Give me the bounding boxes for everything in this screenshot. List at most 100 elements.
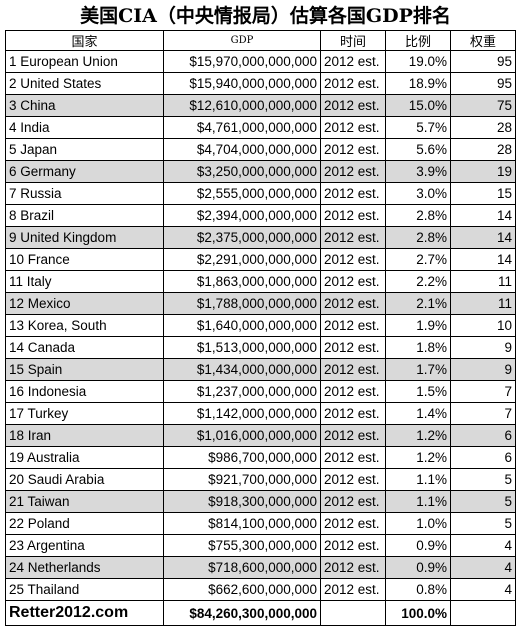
page-title: 美国CIA（中央情报局）估算各国GDP排名 <box>80 5 451 27</box>
cell-ratio: 5.7% <box>385 116 451 139</box>
table-row: 6 Germany $3,250,000,000,000 2012 est. 3.9%… <box>5 160 516 183</box>
cell-gdp: $2,291,000,000,000 <box>163 248 321 271</box>
cell-time: 2012 est. <box>320 204 386 227</box>
cell-gdp: $1,434,000,000,000 <box>163 358 321 381</box>
cell-weight: 14 <box>450 226 516 249</box>
cell-gdp: $15,940,000,000,000 <box>163 72 321 95</box>
gdp-ranking-table: 国家 GDP 时间 比例 权重 1 European Union $15,970,… <box>5 30 516 626</box>
cell-country: 15 Spain <box>5 358 164 381</box>
cell-time: 2012 est. <box>320 490 386 513</box>
cell-weight: 5 <box>450 512 516 535</box>
cell-country: 22 Poland <box>5 512 164 535</box>
table-row: 17 Turkey $1,142,000,000,000 2012 est. 1.4%… <box>5 402 516 425</box>
cell-ratio: 1.1% <box>385 468 451 491</box>
cell-weight: 5 <box>450 468 516 491</box>
table-row: 13 Korea, South $1,640,000,000,000 2012 es… <box>5 314 516 337</box>
cell-gdp: $4,761,000,000,000 <box>163 116 321 139</box>
cell-weight: 4 <box>450 578 516 601</box>
cell-country: 17 Turkey <box>5 402 164 425</box>
table-row: 25 Thailand $662,600,000,000 2012 est. 0.8%… <box>5 578 516 601</box>
cell-weight: 28 <box>450 116 516 139</box>
cell-weight: 9 <box>450 358 516 381</box>
table-row: 21 Taiwan $918,300,000,000 2012 est. 1.1% 5 <box>5 490 516 513</box>
cell-ratio: 1.7% <box>385 358 451 381</box>
cell-time: 2012 est. <box>320 50 386 73</box>
cell-time: 2012 est. <box>320 578 386 601</box>
table-row: 9 United Kingdom $2,375,000,000,000 2012 e… <box>5 226 516 249</box>
header-country: 国家 <box>5 30 164 51</box>
table-row: 12 Mexico $1,788,000,000,000 2012 est. 2.1%… <box>5 292 516 315</box>
cell-country: 14 Canada <box>5 336 164 359</box>
cell-ratio: 2.8% <box>385 204 451 227</box>
cell-weight: 15 <box>450 182 516 205</box>
cell-country: 11 Italy <box>5 270 164 293</box>
cell-ratio: 1.5% <box>385 380 451 403</box>
footer-empty-cell <box>450 600 516 626</box>
cell-ratio: 2.2% <box>385 270 451 293</box>
cell-country: 2 United States <box>5 72 164 95</box>
cell-ratio: 1.4% <box>385 402 451 425</box>
cell-time: 2012 est. <box>320 292 386 315</box>
cell-weight: 95 <box>450 50 516 73</box>
cell-ratio: 18.9% <box>385 72 451 95</box>
table-row: 11 Italy $1,863,000,000,000 2012 est. 2.2% 1… <box>5 270 516 293</box>
cell-country: 7 Russia <box>5 182 164 205</box>
cell-gdp: $15,970,000,000,000 <box>163 50 321 73</box>
header-weight: 权重 <box>450 30 516 51</box>
table-row: 8 Brazil $2,394,000,000,000 2012 est. 2.8% 1… <box>5 204 516 227</box>
cell-gdp: $1,513,000,000,000 <box>163 336 321 359</box>
cell-weight: 11 <box>450 292 516 315</box>
cell-weight: 75 <box>450 94 516 117</box>
cell-weight: 4 <box>450 556 516 579</box>
table-body: 1 European Union $15,970,000,000,000 2012 … <box>5 50 516 601</box>
cell-country: 18 Iran <box>5 424 164 447</box>
cell-country: 3 China <box>5 94 164 117</box>
header-time: 时间 <box>320 30 386 51</box>
table-row: 18 Iran $1,016,000,000,000 2012 est. 1.2% 6 <box>5 424 516 447</box>
cell-time: 2012 est. <box>320 182 386 205</box>
cell-time: 2012 est. <box>320 336 386 359</box>
cell-gdp: $986,700,000,000 <box>163 446 321 469</box>
cell-country: 13 Korea, South <box>5 314 164 337</box>
cell-weight: 7 <box>450 380 516 403</box>
table-footer-row: Retter2012.com $84,260,300,000,000 100.0… <box>5 600 516 626</box>
cell-weight: 6 <box>450 446 516 469</box>
cell-ratio: 3.0% <box>385 182 451 205</box>
cell-time: 2012 est. <box>320 556 386 579</box>
table-row: 4 India $4,761,000,000,000 2012 est. 5.7% 28 <box>5 116 516 139</box>
cell-country: 6 Germany <box>5 160 164 183</box>
cell-gdp: $1,016,000,000,000 <box>163 424 321 447</box>
cell-gdp: $1,863,000,000,000 <box>163 270 321 293</box>
cell-weight: 7 <box>450 402 516 425</box>
cell-gdp: $814,100,000,000 <box>163 512 321 535</box>
cell-gdp: $3,250,000,000,000 <box>163 160 321 183</box>
cell-weight: 28 <box>450 138 516 161</box>
table-row: 2 United States $15,940,000,000,000 2012 e… <box>5 72 516 95</box>
cell-weight: 14 <box>450 204 516 227</box>
cell-country: 1 European Union <box>5 50 164 73</box>
cell-weight: 10 <box>450 314 516 337</box>
cell-time: 2012 est. <box>320 468 386 491</box>
cell-country: 9 United Kingdom <box>5 226 164 249</box>
cell-gdp: $12,610,000,000,000 <box>163 94 321 117</box>
cell-time: 2012 est. <box>320 380 386 403</box>
cell-ratio: 15.0% <box>385 94 451 117</box>
cell-time: 2012 est. <box>320 270 386 293</box>
cell-country: 24 Netherlands <box>5 556 164 579</box>
cell-ratio: 1.9% <box>385 314 451 337</box>
cell-ratio: 0.8% <box>385 578 451 601</box>
cell-gdp: $1,142,000,000,000 <box>163 402 321 425</box>
cell-ratio: 2.7% <box>385 248 451 271</box>
table-row: 23 Argentina $755,300,000,000 2012 est. 0.9… <box>5 534 516 557</box>
cell-time: 2012 est. <box>320 226 386 249</box>
cell-ratio: 1.2% <box>385 446 451 469</box>
cell-gdp: $2,394,000,000,000 <box>163 204 321 227</box>
table-row: 19 Australia $986,700,000,000 2012 est. 1.2… <box>5 446 516 469</box>
cell-ratio: 2.1% <box>385 292 451 315</box>
cell-gdp: $1,237,000,000,000 <box>163 380 321 403</box>
header-ratio: 比例 <box>385 30 451 51</box>
cell-country: 21 Taiwan <box>5 490 164 513</box>
footer-empty-cell <box>320 600 386 626</box>
cell-country: 4 India <box>5 116 164 139</box>
cell-weight: 11 <box>450 270 516 293</box>
